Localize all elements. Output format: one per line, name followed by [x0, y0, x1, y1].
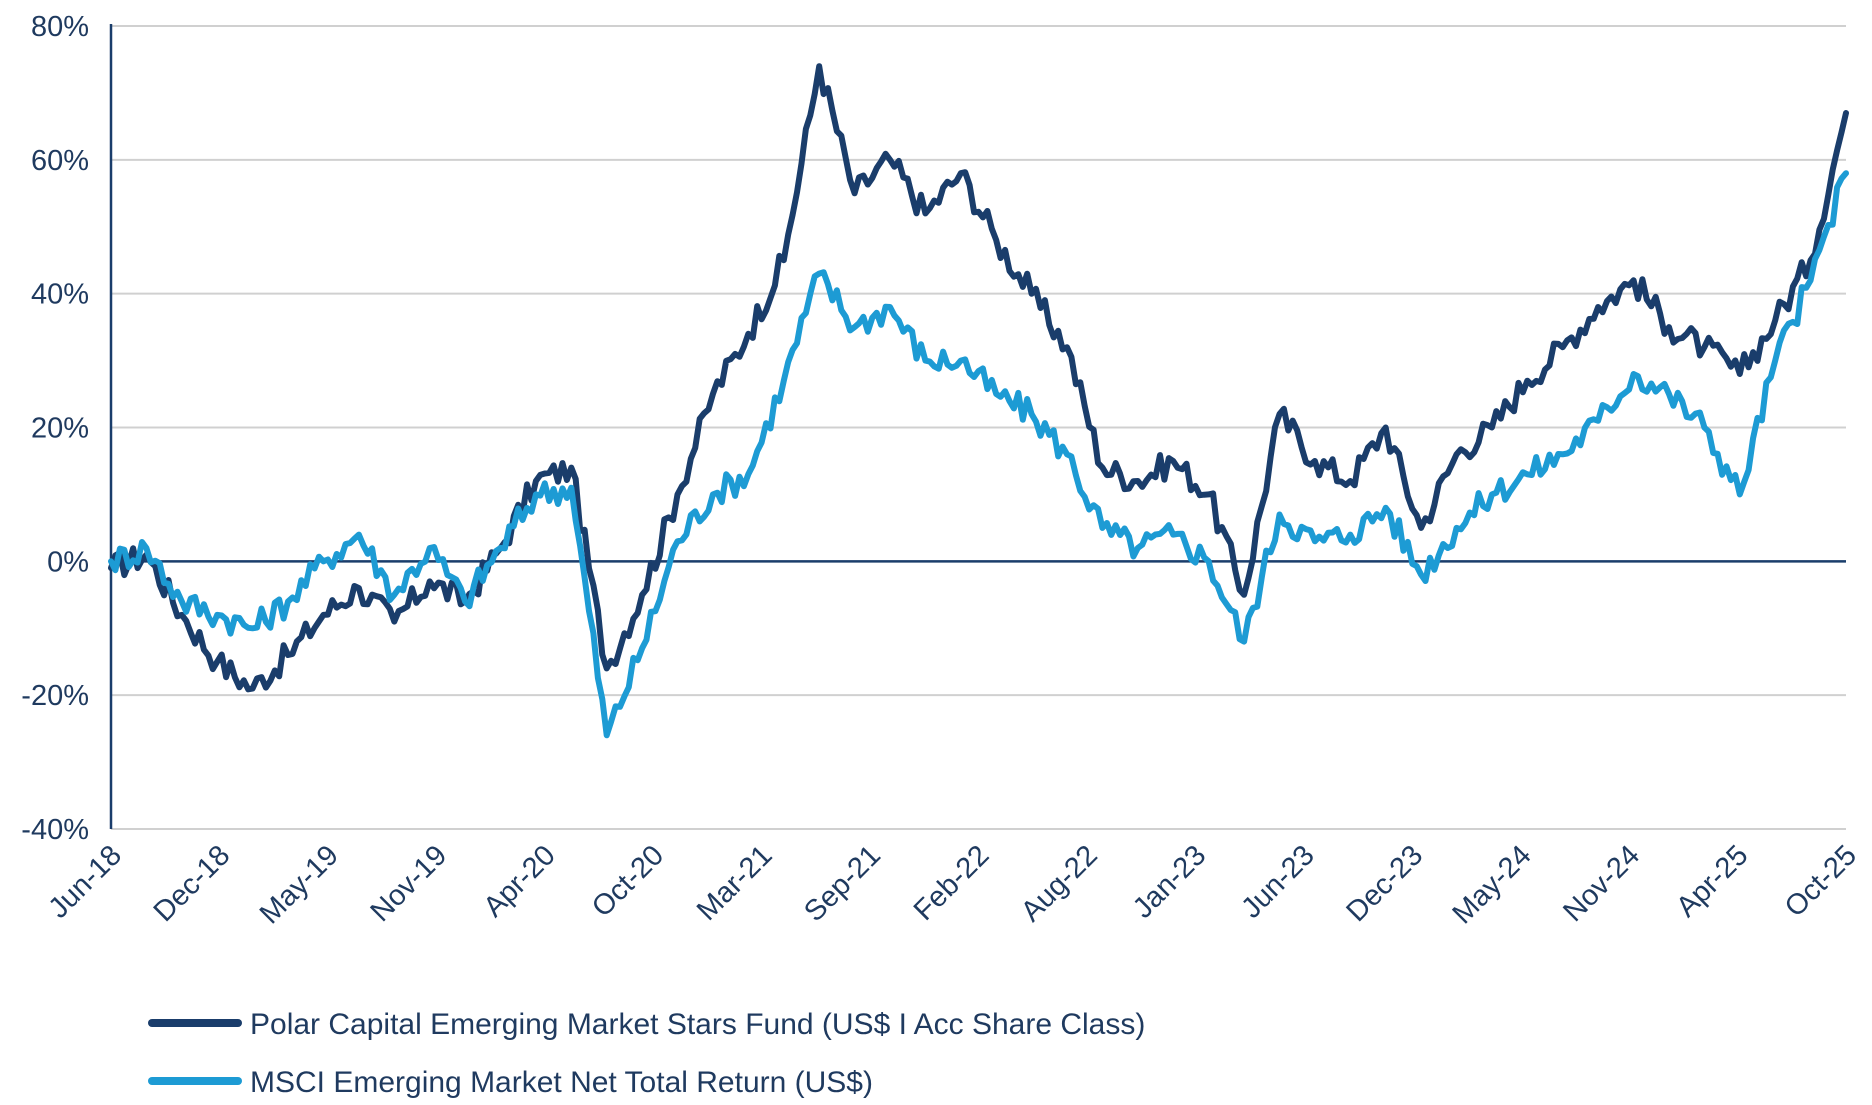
x-tick-labels: Jun-18 Dec-18 May-19 Nov-19 Apr-20 Oct-20 Mar-… [43, 839, 1863, 930]
series-line-1 [108, 63, 1849, 693]
x-tick-label: Oct-25 [1779, 839, 1863, 923]
axes [109, 24, 1846, 829]
x-tick-label: Mar-21 [691, 839, 779, 927]
x-tick-label: Feb-22 [908, 839, 996, 927]
series-lines [108, 63, 1849, 739]
x-tick-label: Nov-19 [365, 839, 454, 928]
y-tick-labels: -40% -20% 0% 20% 40% 60% 80% [21, 11, 89, 846]
y-tick-label: 40% [31, 279, 89, 311]
x-tick-label: Aug-22 [1015, 839, 1104, 928]
y-tick-label: 0% [47, 546, 89, 578]
legend: Polar Capital Emerging Market Stars Fund… [148, 1008, 1145, 1099]
x-tick-label: Oct-20 [586, 839, 670, 923]
x-tick-label: May-24 [1447, 839, 1538, 930]
x-tick-label: Jun-18 [43, 839, 128, 924]
series-line-2 [108, 170, 1849, 739]
y-tick-label: 80% [31, 11, 89, 43]
y-tick-label: -40% [21, 814, 89, 846]
x-tick-label: Dec-23 [1340, 839, 1429, 928]
x-tick-label: Jan-23 [1127, 839, 1212, 924]
x-tick-label: Apr-20 [478, 839, 562, 923]
y-tick-label: 20% [31, 413, 89, 445]
x-tick-label: Nov-24 [1557, 839, 1646, 928]
x-tick-label: Dec-18 [148, 839, 237, 928]
legend-label-2: MSCI Emerging Market Net Total Return (U… [250, 1066, 873, 1099]
gridlines [111, 25, 1846, 830]
y-tick-label: -20% [21, 680, 89, 712]
x-tick-label: Jun-23 [1235, 839, 1320, 924]
x-tick-label: May-19 [254, 839, 345, 930]
x-tick-label: Apr-25 [1670, 839, 1754, 923]
x-tick-label: Sep-21 [798, 839, 887, 928]
y-tick-label: 60% [31, 145, 89, 177]
legend-label-1: Polar Capital Emerging Market Stars Fund… [250, 1008, 1145, 1041]
